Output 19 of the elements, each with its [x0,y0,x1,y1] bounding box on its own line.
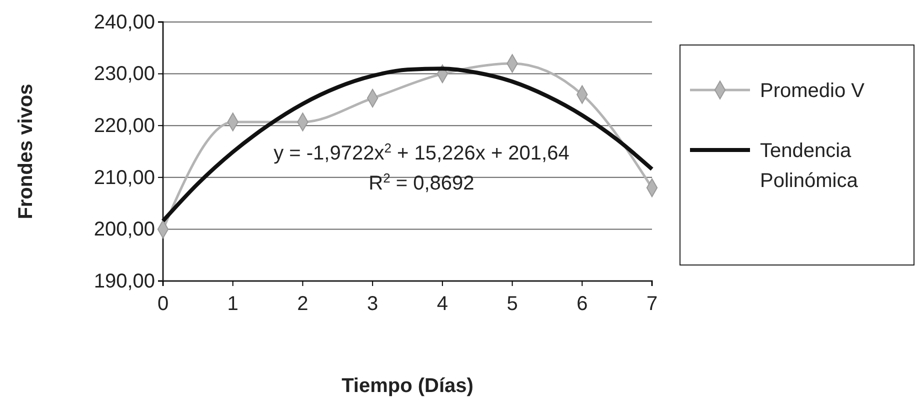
x-tick-label: 2 [297,293,308,316]
legend-label: Tendencia Polinómica [760,140,859,192]
x-tick-label: 4 [436,293,448,316]
x-tick-label: 3 [367,293,378,316]
legend-label: Promedio V [760,80,866,102]
x-tick-label: 5 [506,293,518,316]
x-tick-label: 6 [576,293,588,316]
x-tick-label: 7 [646,293,658,316]
y-axis-title: Frondes vivos [15,84,37,220]
y-tick-label: 220,00 [94,115,155,137]
y-tick-label: 190,00 [94,270,155,292]
annotation: y = -1,9722x$^{2}$ + 15,226x + 201,64 [274,140,570,164]
y-tick-label: 200,00 [94,218,155,241]
y-tick-label: 210,00 [94,166,155,189]
x-tick-label: 0 [157,293,169,316]
x-tick-label: 1 [227,293,238,316]
y-tick-label: 230,00 [94,63,155,86]
x-axis-title: Tiempo (Días) [342,375,474,397]
y-tick-label: 240,00 [94,11,155,34]
